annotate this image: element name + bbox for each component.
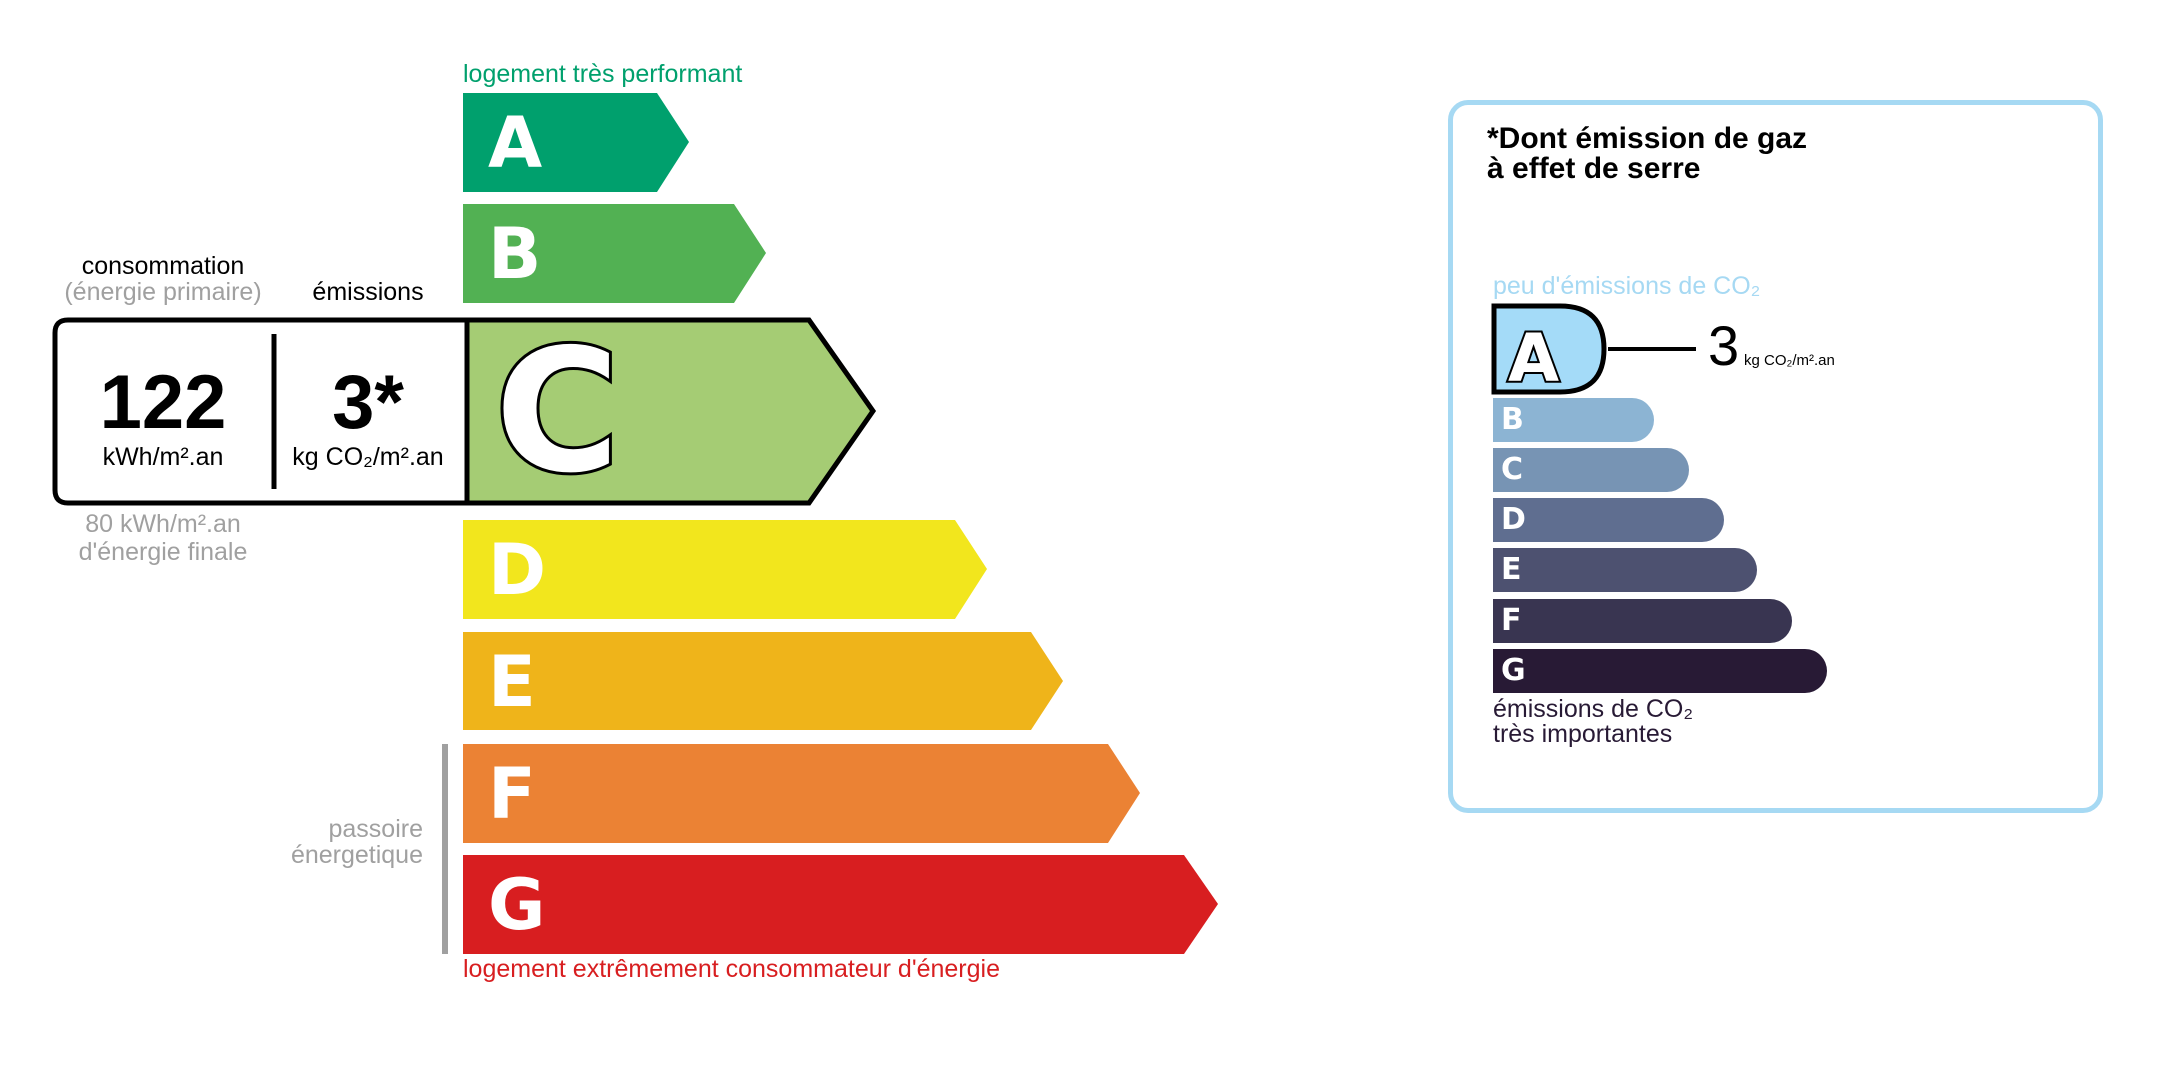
- class-bar-g: [463, 855, 1218, 954]
- ges-bar-c: C: [1493, 448, 1689, 492]
- emissions-heading: émissions: [312, 278, 424, 306]
- ges-bar-e: E: [1493, 548, 1757, 592]
- final-energy-value: 80 kWh/m².an: [85, 510, 241, 538]
- ges-class-letter-d: D: [1501, 502, 1526, 537]
- class-bar-e: [463, 632, 1063, 730]
- passoire-label-2: énergetique: [290, 841, 423, 869]
- ges-class-letter-g: G: [1501, 653, 1526, 688]
- class-letter-e: E: [488, 641, 536, 723]
- ges-bar-b: B: [1493, 398, 1654, 442]
- class-letter-a: A: [488, 102, 543, 184]
- ges-top-label: peu d'émissions de CO₂: [1493, 272, 1761, 300]
- consumption-unit: kWh/m².an: [102, 443, 224, 471]
- ges-title-2: à effet de serre: [1487, 152, 1701, 185]
- ges-class-letter-b: B: [1501, 402, 1524, 437]
- passoire-bar: [442, 744, 448, 954]
- ges-class-a-badge: A: [1491, 303, 1696, 395]
- energy-scale: C: [52, 93, 1218, 954]
- top-label: logement très performant: [463, 60, 743, 88]
- final-energy-label: d'énergie finale: [78, 538, 248, 566]
- class-letter-b: B: [488, 213, 542, 295]
- class-bar-a: [463, 93, 689, 192]
- value-box: [52, 317, 470, 506]
- class-letter-g: G: [488, 864, 546, 946]
- ges-value: 3: [1708, 314, 1740, 377]
- class-letter-f: F: [488, 753, 536, 835]
- bottom-label: logement extrêmement consommateur d'éner…: [463, 955, 1000, 983]
- ges-bar-f: F: [1493, 599, 1792, 643]
- consumption-value: 122: [99, 360, 227, 445]
- ges-title-1: *Dont émission de gaz: [1487, 122, 1808, 155]
- ges-class-letter-f: F: [1501, 603, 1522, 638]
- class-bar-b: [463, 204, 766, 303]
- class-bar-c: [464, 317, 877, 506]
- ges-bottom-label-1: émissions de CO₂: [1493, 695, 1694, 723]
- ges-bar-d: D: [1493, 498, 1724, 542]
- class-bar-f: [463, 744, 1140, 843]
- ges-class-letter-c: C: [1501, 452, 1524, 487]
- emissions-value: 3*: [332, 360, 404, 445]
- class-bar-d: [463, 520, 987, 619]
- class-letter-c: C: [495, 313, 620, 511]
- ges-bottom-label-2: très importantes: [1493, 720, 1673, 748]
- consumption-heading: consommation: [81, 252, 245, 280]
- ges-panel: [1448, 100, 2103, 813]
- consumption-subheading: (énergie primaire): [64, 278, 262, 306]
- ges-class-letter-e: E: [1501, 552, 1522, 587]
- ges-unit: kg CO₂/m².an: [1744, 352, 1835, 369]
- class-letter-d: D: [488, 529, 547, 611]
- ges-bar-g: G: [1493, 649, 1827, 693]
- emissions-unit: kg CO₂/m².an: [292, 443, 444, 471]
- ges-class-letter-a: A: [1508, 320, 1559, 395]
- passoire-label-1: passoire: [328, 815, 424, 843]
